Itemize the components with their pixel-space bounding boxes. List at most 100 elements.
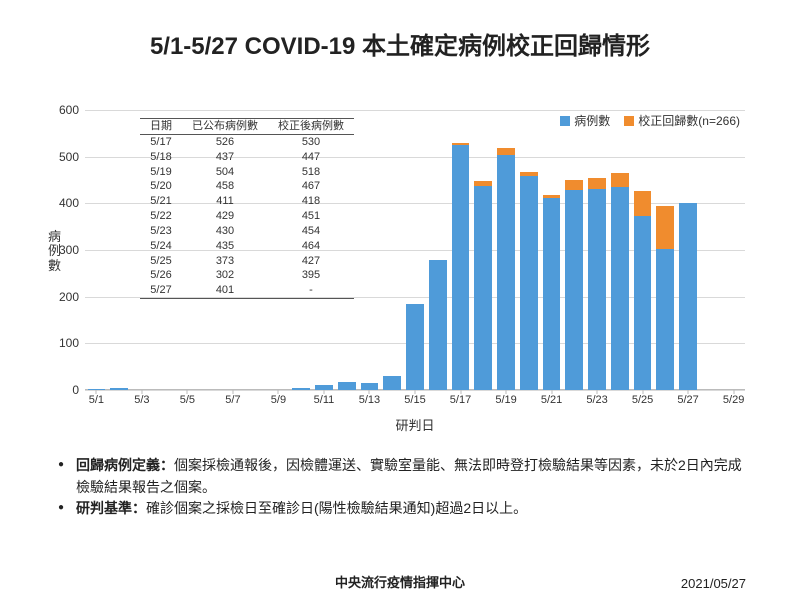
x-tick: 5/27 — [677, 394, 698, 406]
legend-swatch — [624, 116, 634, 126]
x-tick: 5/29 — [723, 394, 744, 406]
bar — [543, 110, 561, 390]
table-cell: 427 — [268, 254, 354, 269]
y-tick: 500 — [59, 150, 79, 164]
table-row: 5/27401- — [140, 283, 354, 298]
bar-segment — [406, 304, 424, 390]
bar — [520, 110, 538, 390]
x-tick: 5/19 — [495, 394, 516, 406]
legend-item: 病例數 — [560, 112, 610, 129]
table-cell: 435 — [182, 239, 268, 254]
table-cell: 395 — [268, 268, 354, 283]
data-table: 日期已公布病例數校正後病例數 5/175265305/184374475/195… — [140, 118, 354, 299]
bar — [361, 110, 379, 390]
table-row: 5/20458467 — [140, 179, 354, 194]
x-tick: 5/5 — [180, 394, 195, 406]
bar-segment — [315, 385, 333, 390]
x-tick: 5/25 — [632, 394, 653, 406]
table-cell: 5/26 — [140, 268, 182, 283]
table-cell: 401 — [182, 283, 268, 298]
x-tick: 5/3 — [134, 394, 149, 406]
table-cell: 454 — [268, 224, 354, 239]
table-cell: 5/27 — [140, 283, 182, 298]
table-cell: 518 — [268, 165, 354, 180]
bar — [429, 110, 447, 390]
legend: 病例數校正回歸數(n=266) — [560, 112, 740, 129]
table-cell: 373 — [182, 254, 268, 269]
table-row: 5/22429451 — [140, 209, 354, 224]
bar-segment — [429, 260, 447, 390]
table-cell: 5/17 — [140, 134, 182, 149]
x-tick: 5/13 — [359, 394, 380, 406]
bar-segment — [565, 190, 583, 390]
x-tick: 5/17 — [450, 394, 471, 406]
bar — [588, 110, 606, 390]
table-row: 5/18437447 — [140, 150, 354, 165]
legend-swatch — [560, 116, 570, 126]
table-cell: 437 — [182, 150, 268, 165]
bar-segment — [588, 189, 606, 390]
table-header: 已公布病例數 — [182, 119, 268, 135]
table-cell: 5/24 — [140, 239, 182, 254]
y-tick: 200 — [59, 290, 79, 304]
bar — [88, 110, 106, 390]
table-row: 5/17526530 — [140, 134, 354, 149]
legend-item: 校正回歸數(n=266) — [624, 112, 740, 129]
bar-segment — [634, 191, 652, 216]
bar — [565, 110, 583, 390]
footnote-item: 研判基準：確診個案之採檢日至確診日(陽性檢驗結果通知)超過2日以上。 — [58, 498, 750, 520]
table-cell: 5/18 — [140, 150, 182, 165]
bar-segment — [292, 388, 310, 390]
x-axis-label: 研判日 — [85, 415, 745, 434]
table-cell: 430 — [182, 224, 268, 239]
bar-segment — [611, 173, 629, 187]
table-cell: - — [268, 283, 354, 298]
page-title: 5/1-5/27 COVID-19 本土確定病例校正回歸情形 — [0, 26, 800, 61]
table-cell: 447 — [268, 150, 354, 165]
table-cell: 5/21 — [140, 194, 182, 209]
bar — [383, 110, 401, 390]
y-tick: 600 — [59, 103, 79, 117]
table-cell: 5/19 — [140, 165, 182, 180]
bar-segment — [497, 155, 515, 390]
table-row: 5/26302395 — [140, 268, 354, 283]
bar-segment — [88, 389, 106, 390]
y-axis-label: 病例數 — [48, 230, 62, 273]
bar — [497, 110, 515, 390]
x-tick: 5/7 — [225, 394, 240, 406]
footer-date: 2021/05/27 — [681, 576, 746, 591]
bar — [474, 110, 492, 390]
table-header: 校正後病例數 — [268, 119, 354, 135]
bar-segment — [656, 249, 674, 390]
bar-segment — [634, 216, 652, 390]
table-cell: 464 — [268, 239, 354, 254]
bar — [656, 110, 674, 390]
table-cell: 5/20 — [140, 179, 182, 194]
bar — [611, 110, 629, 390]
table-cell: 411 — [182, 194, 268, 209]
bar-segment — [679, 203, 697, 390]
bar-segment — [474, 186, 492, 390]
table-cell: 530 — [268, 134, 354, 149]
table-row: 5/24435464 — [140, 239, 354, 254]
table-row: 5/25373427 — [140, 254, 354, 269]
table-cell: 526 — [182, 134, 268, 149]
x-tick: 5/15 — [404, 394, 425, 406]
bar-segment — [588, 178, 606, 189]
x-tick: 5/21 — [541, 394, 562, 406]
bar-segment — [520, 176, 538, 390]
table-cell: 504 — [182, 165, 268, 180]
table-cell: 451 — [268, 209, 354, 224]
bar — [452, 110, 470, 390]
table-cell: 5/22 — [140, 209, 182, 224]
table-row: 5/19504518 — [140, 165, 354, 180]
bar-segment — [543, 198, 561, 390]
y-tick: 400 — [59, 196, 79, 210]
bar-segment — [452, 145, 470, 390]
table-header: 日期 — [140, 119, 182, 135]
bar — [406, 110, 424, 390]
table-cell: 467 — [268, 179, 354, 194]
y-tick: 0 — [72, 383, 79, 397]
table-cell: 458 — [182, 179, 268, 194]
legend-label: 病例數 — [574, 112, 610, 129]
